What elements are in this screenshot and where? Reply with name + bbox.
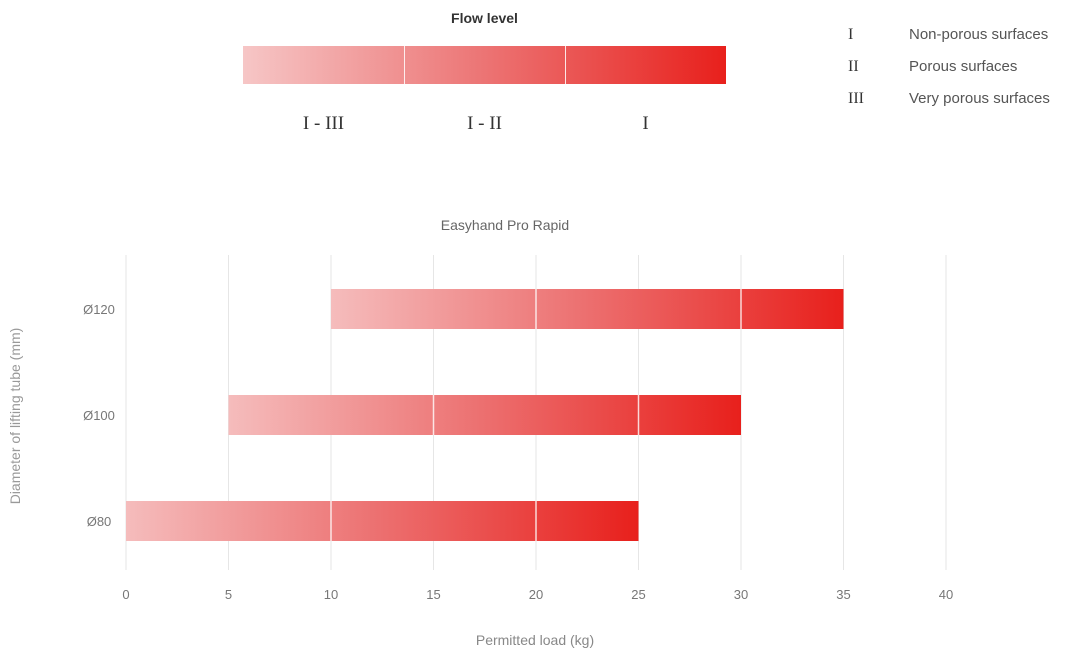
x-tick-label: 40	[939, 587, 953, 602]
x-tick-label: 30	[734, 587, 748, 602]
x-tick-label: 10	[324, 587, 338, 602]
flow-level-label-2: I - II	[467, 113, 502, 134]
x-tick-labels: 0 5 10 15 20 25 30 35 40	[122, 587, 953, 602]
y-axis-label: Diameter of lifting tube (mm)	[7, 328, 23, 505]
flow-level-gradient-bar	[243, 46, 726, 84]
y-tick-label: Ø120	[83, 302, 115, 317]
range-bar	[126, 501, 639, 541]
x-axis-label: Permitted load (kg)	[476, 632, 594, 648]
range-bar	[331, 289, 844, 329]
y-tick-label: Ø100	[83, 408, 115, 423]
flow-level-label-3: I	[642, 113, 649, 134]
y-tick-labels: Ø120 Ø100 Ø80	[83, 302, 115, 529]
range-bar	[228, 395, 741, 435]
legend-text: Porous surfaces	[909, 58, 1018, 75]
range-bar-chart: Easyhand Pro Rapid Ø120 Ø100 Ø80 0 5 10 15 20 2…	[7, 217, 953, 648]
legend-text: Very porous surfaces	[909, 90, 1050, 107]
x-tick-label: 0	[122, 587, 129, 602]
legend-numeral: III	[848, 90, 864, 107]
x-tick-label: 20	[529, 587, 543, 602]
x-tick-label: 25	[631, 587, 645, 602]
bars	[126, 289, 844, 541]
legend-numeral: I	[848, 26, 854, 43]
legend-numeral: II	[848, 58, 859, 75]
flow-level-divider	[404, 46, 405, 84]
flow-level-label-1: I - III	[302, 113, 345, 134]
flow-level-divider	[565, 46, 566, 84]
legend-text: Non-porous surfaces	[909, 26, 1049, 43]
flow-level-title: Flow level	[451, 10, 518, 26]
chart-title: Easyhand Pro Rapid	[441, 217, 569, 233]
x-tick-label: 15	[426, 587, 440, 602]
x-tick-label: 5	[225, 587, 232, 602]
x-tick-label: 35	[836, 587, 850, 602]
y-tick-label: Ø80	[87, 514, 112, 529]
